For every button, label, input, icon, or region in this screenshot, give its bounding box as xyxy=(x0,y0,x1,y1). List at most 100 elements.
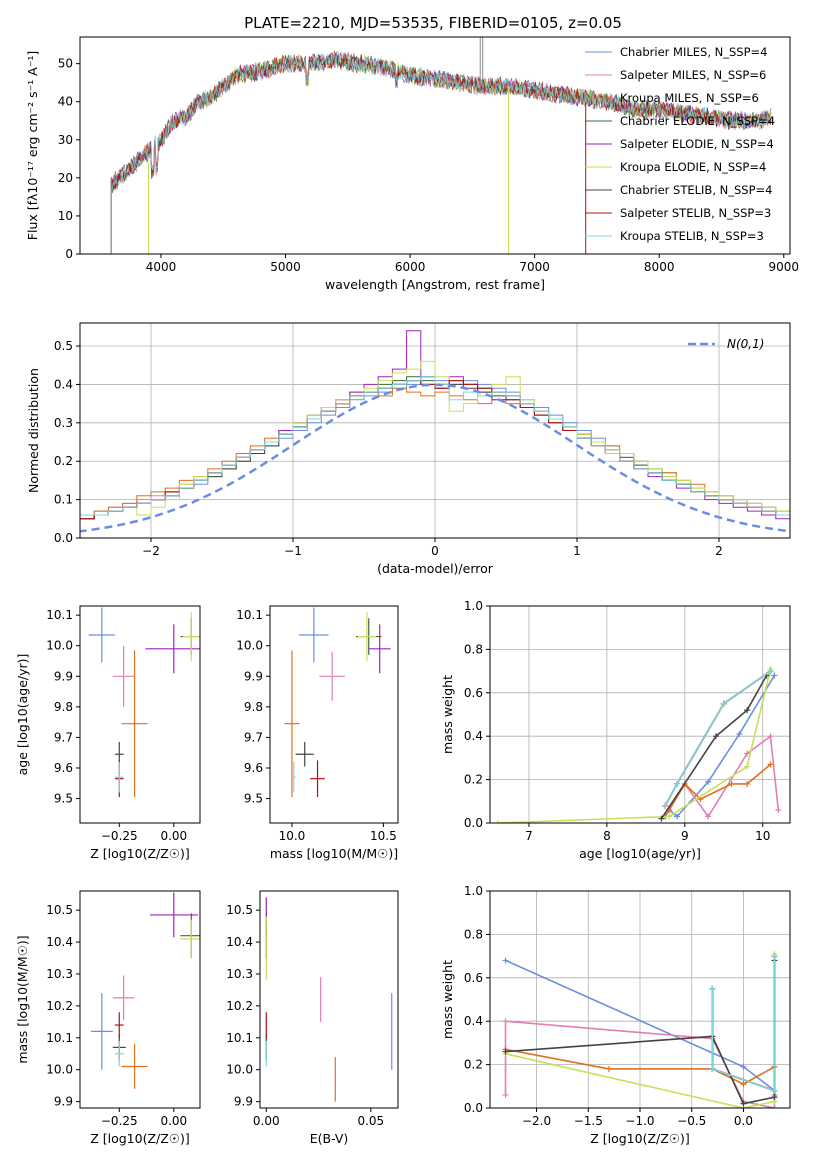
errorbar-point xyxy=(149,892,198,938)
series-marker xyxy=(744,750,751,757)
series-marker xyxy=(771,672,778,679)
axes-frame xyxy=(79,890,201,1109)
y-tick-label: 10.0 xyxy=(236,639,263,653)
panel-residuals: N(0,1) −2 −1 0 1 2 0.0 0.1 0.2 0.3 0.4 0.5 (data-mod… xyxy=(26,322,791,576)
y-tick-label: 10.0 xyxy=(46,1063,73,1077)
y-tick-label: 10.1 xyxy=(46,1031,73,1045)
plot-area xyxy=(284,607,391,798)
x-tick-label: −2 xyxy=(142,544,160,558)
y-axis-label: Flux [fλ10⁻¹⁷ erg cm⁻² s⁻¹ A⁻¹] xyxy=(25,51,40,240)
x-tick-label: 1 xyxy=(573,544,581,558)
x-tick-label: 8 xyxy=(603,829,611,843)
y-tick-label: 9.6 xyxy=(54,761,73,775)
y-tick-label: 10.5 xyxy=(46,903,73,917)
errorbar-point xyxy=(145,624,200,674)
y-tick-label: 10.0 xyxy=(46,639,73,653)
x-tick-label: 7 xyxy=(525,829,533,843)
y-tick-label: 0.5 xyxy=(54,339,73,353)
y-tick-label: 0.2 xyxy=(464,1058,483,1072)
legend-label: Chabrier MILES, N_SSP=4 xyxy=(620,45,767,59)
y-tick-label: 10.2 xyxy=(46,999,73,1013)
legend-label: Salpeter ELODIE, N_SSP=4 xyxy=(620,137,774,151)
errorbar-point xyxy=(284,650,300,798)
errorbar-point xyxy=(114,1012,124,1038)
panel-mass_vs_ebv: 0.00 0.05 9.9 10.0 10.1 10.2 10.3 10.4 10.5 E(B-V… xyxy=(226,890,399,1146)
series-marker xyxy=(705,813,712,820)
legend-label: Salpeter STELIB, N_SSP=3 xyxy=(620,206,771,220)
errorbar-point xyxy=(90,993,113,1070)
y-tick-label: 10.3 xyxy=(46,967,73,981)
y-tick-label: 0.2 xyxy=(54,454,73,468)
y-tick-label: 1.0 xyxy=(464,599,483,613)
plot-area xyxy=(110,37,772,254)
errorbar-point xyxy=(114,761,124,793)
y-tick-label: 0 xyxy=(65,247,73,261)
histogram-series xyxy=(80,376,790,520)
series-marker xyxy=(709,985,716,992)
series-marker xyxy=(740,1063,747,1070)
series-marker xyxy=(502,1018,509,1025)
series-marker xyxy=(767,668,774,675)
y-tick-label: 0.4 xyxy=(54,377,73,391)
y-tick-label: 9.8 xyxy=(54,700,73,714)
y-axis-label: age [log10(age/yr)] xyxy=(15,654,30,776)
y-tick-label: 9.5 xyxy=(54,792,73,806)
panel-age_vs_mass: 10.0 10.5 9.5 9.6 9.7 9.8 9.9 10.0 10.1 mass [log… xyxy=(236,605,399,861)
series-marker xyxy=(502,957,509,964)
errorbar-point xyxy=(368,624,391,674)
series-marker xyxy=(771,1094,778,1101)
panel-massweight_vs_age: 7 8 9 10 0.0 0.2 0.4 0.6 0.8 1.0 age [log10(age/yr… xyxy=(440,599,791,861)
spectrum-series-line xyxy=(110,51,772,189)
series-line xyxy=(711,956,776,1092)
series-marker xyxy=(674,813,681,820)
x-tick-label: 10.5 xyxy=(370,829,397,843)
series-line xyxy=(497,668,772,823)
legend-label: Chabrier ELODIE, N_SSP=4 xyxy=(620,114,775,128)
series-line xyxy=(664,670,771,806)
series-marker xyxy=(658,815,665,822)
errorbar-point xyxy=(319,651,345,701)
legend-label: Kroupa STELIB, N_SSP=3 xyxy=(620,229,764,243)
y-tick-label: 9.7 xyxy=(54,730,73,744)
y-tick-label: 0.6 xyxy=(464,686,483,700)
y-tick-label: 0.2 xyxy=(464,773,483,787)
y-tick-label: 0.0 xyxy=(54,531,73,545)
x-tick-label: −1.0 xyxy=(625,1114,654,1128)
x-axis-label: E(B-V) xyxy=(310,1131,349,1146)
y-tick-label: 9.7 xyxy=(244,730,263,744)
y-tick-label: 20 xyxy=(58,171,73,185)
y-axis-label: mass [log10(M/M☉)] xyxy=(15,935,30,1063)
y-tick-label: 9.9 xyxy=(234,1095,253,1109)
normal-curve xyxy=(80,383,790,533)
panel-spectrum: Chabrier MILES, N_SSP=4 Salpeter MILES, N… xyxy=(25,36,799,292)
x-axis-label: Z [log10(Z/Z☉)] xyxy=(90,846,190,861)
x-tick-label: 5000 xyxy=(270,260,301,274)
x-tick-label: 0.05 xyxy=(357,1114,384,1128)
series-marker xyxy=(744,763,751,770)
y-tick-label: 9.9 xyxy=(54,1095,73,1109)
x-tick-label: −0.5 xyxy=(677,1114,706,1128)
series-marker xyxy=(771,1105,778,1108)
x-tick-label: 8000 xyxy=(644,260,675,274)
x-axis-label: Z [log10(Z/Z☉)] xyxy=(90,1131,190,1146)
x-axis-label: age [log10(age/yr)] xyxy=(579,846,701,861)
series-marker xyxy=(740,1081,747,1088)
x-tick-label: 0.00 xyxy=(160,1114,187,1128)
y-tick-label: 0.1 xyxy=(54,493,73,507)
series-marker xyxy=(740,1100,747,1107)
errorbar-point xyxy=(291,761,296,793)
errorbar-point xyxy=(357,612,377,662)
y-axis-label: Normed distribution xyxy=(26,368,41,493)
series-marker xyxy=(502,1048,509,1055)
y-tick-label: 9.9 xyxy=(244,669,263,683)
errorbar-point xyxy=(121,1044,148,1089)
y-tick-label: 9.9 xyxy=(54,669,73,683)
axes-frame xyxy=(259,890,399,1109)
legend-label: Salpeter MILES, N_SSP=6 xyxy=(620,68,766,82)
series-marker xyxy=(767,761,774,768)
x-axis-label: (data-model)/error xyxy=(377,561,494,576)
y-tick-label: 10.2 xyxy=(226,999,253,1013)
errorbar-point xyxy=(112,975,135,1021)
y-tick-label: 10.4 xyxy=(226,935,253,949)
